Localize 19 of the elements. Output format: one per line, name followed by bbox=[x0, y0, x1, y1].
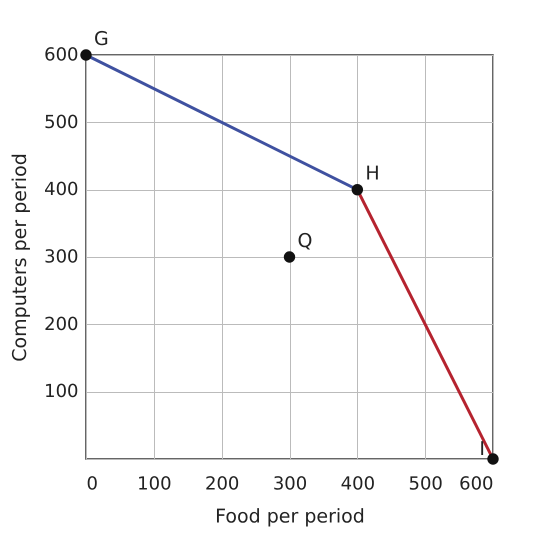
x-tick-label: 600 bbox=[459, 474, 494, 494]
x-tick-label: 500 bbox=[408, 474, 443, 494]
y-tick-label: 600 bbox=[44, 44, 78, 66]
x-tick-label: 0 bbox=[86, 474, 98, 494]
annotation: Q bbox=[298, 230, 312, 252]
y-tick-label: 300 bbox=[44, 246, 78, 268]
x-tick-label: 300 bbox=[272, 474, 308, 494]
x-tick-label: 100 bbox=[137, 474, 172, 494]
annotation: I bbox=[479, 438, 485, 460]
x-tick-label: 200 bbox=[204, 474, 240, 494]
y-tick-label: 400 bbox=[44, 179, 78, 200]
annotation: H bbox=[365, 162, 380, 185]
x-axis-title: Food per period bbox=[215, 506, 365, 528]
y-axis-title: Computers per period bbox=[9, 153, 32, 362]
y-tick-label: 200 bbox=[44, 314, 78, 335]
y-tick-label: 100 bbox=[44, 381, 78, 402]
y-tick-label: 500 bbox=[44, 112, 78, 133]
x-tick-label: 400 bbox=[340, 474, 376, 494]
annotation: G bbox=[94, 28, 109, 50]
